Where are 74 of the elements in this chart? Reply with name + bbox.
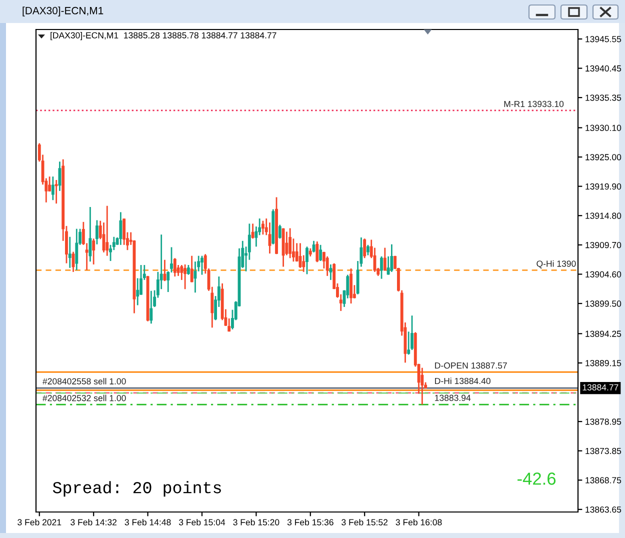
y-tick-label: 13909.70 <box>586 242 622 248</box>
ref-line-label: D-OPEN 13887.57 <box>435 362 507 369</box>
candlestick <box>54 179 58 204</box>
candlestick <box>48 176 52 192</box>
candlestick <box>319 244 322 262</box>
candlestick <box>302 254 306 273</box>
candlestick <box>92 238 96 266</box>
ref-line-label: 13884.77 <box>582 384 618 390</box>
candlestick <box>96 220 98 246</box>
candlestick <box>410 314 414 351</box>
candlestick <box>380 256 383 280</box>
y-tick-label: 13878.95 <box>586 418 622 425</box>
candlestick <box>420 367 424 406</box>
candlestick <box>58 160 62 192</box>
candlestick <box>383 247 386 272</box>
y-tick-label: 13899.50 <box>586 300 622 307</box>
annotation: Spread: 20 points <box>52 481 221 497</box>
candlestick <box>285 230 288 256</box>
candlestick <box>251 222 254 240</box>
x-tick-label: 3 Feb 14:48 <box>124 518 171 526</box>
candlestick <box>75 228 78 271</box>
y-tick-label: 13925.00 <box>586 154 622 160</box>
x-tick-label: 3 Feb 15:36 <box>287 518 334 526</box>
candlestick <box>316 240 319 263</box>
y-tick-label: 13894.25 <box>586 330 622 337</box>
x-tick-label: 3 Feb 15:04 <box>178 518 226 526</box>
candlestick <box>350 268 353 304</box>
candlestick <box>228 318 231 332</box>
candlestick <box>190 255 194 283</box>
x-tick-label: 3 Feb 2021 <box>18 518 62 526</box>
y-tick-label: 13904.60 <box>586 271 622 278</box>
y-tick-label: 13919.90 <box>586 183 622 190</box>
ref-line-label: D-Hi 13884.40 <box>435 378 490 384</box>
x-tick-label: 3 Feb 15:20 <box>233 518 280 526</box>
y-tick-label: 13914.80 <box>586 212 622 219</box>
candlestick <box>150 290 153 324</box>
x-tick-label: 3 Feb 15:52 <box>342 518 388 526</box>
candlestick <box>119 211 122 246</box>
ref-line-label: 13883.94 <box>435 394 471 401</box>
y-tick-label: 13945.55 <box>586 36 622 42</box>
chart-subtitle: [DAX30]-ECN,M1 13885.28 13885.78 13884.77 13884.77 <box>50 32 276 40</box>
annotation: -42.6 <box>518 472 556 485</box>
candlestick <box>363 238 366 259</box>
candlestick <box>306 246 308 275</box>
candlestick <box>288 228 292 259</box>
candlestick <box>390 244 394 273</box>
ref-line-label: M-R1 13933.10 <box>504 100 564 108</box>
candlestick <box>326 256 329 277</box>
ref-line-label: #208402532 sell 1.00 <box>42 394 126 402</box>
y-tick-label: 13935.35 <box>586 94 622 101</box>
ref-line-label: #208402558 sell 1.00 <box>42 378 126 384</box>
candlestick <box>88 206 92 262</box>
y-tick-label: 13889.15 <box>586 360 622 366</box>
candlestick <box>184 264 187 290</box>
candlestick <box>278 224 282 240</box>
candlestick <box>68 236 72 269</box>
y-tick-label: 13868.75 <box>586 477 622 484</box>
candlestick <box>329 264 332 281</box>
candlestick <box>106 205 109 257</box>
candlestick <box>173 257 176 278</box>
y-tick-label: 13863.65 <box>586 506 622 513</box>
y-tick-label: 13930.10 <box>586 124 622 131</box>
candlestick <box>51 176 54 201</box>
candlestick <box>200 255 204 276</box>
candlestick <box>366 244 370 256</box>
candlestick <box>261 220 264 236</box>
y-tick-label: 13940.45 <box>586 65 622 72</box>
x-tick-label: 3 Feb 14:32 <box>70 518 116 526</box>
ref-line-label: Q-Hi 1390 <box>536 260 576 268</box>
x-tick-label: 3 Feb 16:08 <box>396 518 442 526</box>
chart-title: [DAX30]-ECN,M1 <box>22 6 104 16</box>
candlestick <box>186 264 190 276</box>
y-tick-label: 13873.85 <box>586 448 622 454</box>
candlestick <box>122 218 126 246</box>
